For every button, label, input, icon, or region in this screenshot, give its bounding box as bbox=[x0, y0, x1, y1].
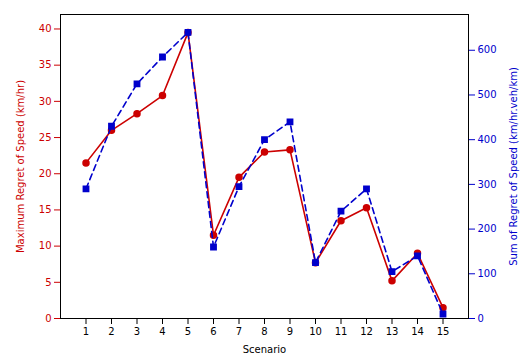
svg-text:2: 2 bbox=[108, 326, 114, 337]
svg-text:40: 40 bbox=[39, 23, 52, 34]
svg-text:7: 7 bbox=[236, 326, 242, 337]
svg-text:3: 3 bbox=[134, 326, 140, 337]
svg-text:25: 25 bbox=[39, 132, 52, 143]
svg-text:10: 10 bbox=[39, 240, 52, 251]
svg-text:30: 30 bbox=[39, 96, 52, 107]
svg-text:6: 6 bbox=[210, 326, 216, 337]
svg-text:35: 35 bbox=[39, 59, 52, 70]
svg-text:10: 10 bbox=[309, 326, 322, 337]
svg-text:200: 200 bbox=[478, 223, 497, 234]
svg-text:12: 12 bbox=[360, 326, 373, 337]
svg-text:8: 8 bbox=[261, 326, 267, 337]
svg-text:500: 500 bbox=[478, 89, 497, 100]
svg-text:15: 15 bbox=[39, 204, 52, 215]
svg-text:600: 600 bbox=[478, 44, 497, 55]
svg-text:Scenario: Scenario bbox=[243, 344, 286, 355]
svg-text:14: 14 bbox=[411, 326, 424, 337]
svg-text:13: 13 bbox=[386, 326, 399, 337]
svg-text:9: 9 bbox=[287, 326, 293, 337]
svg-text:Maximum Regret of Speed (km/hr: Maximum Regret of Speed (km/hr) bbox=[15, 80, 26, 253]
svg-text:1: 1 bbox=[83, 326, 89, 337]
svg-text:100: 100 bbox=[478, 268, 497, 279]
svg-text:15: 15 bbox=[437, 326, 450, 337]
svg-text:0: 0 bbox=[478, 313, 484, 324]
svg-text:11: 11 bbox=[335, 326, 348, 337]
svg-text:4: 4 bbox=[159, 326, 165, 337]
svg-text:Sum of Regret of Speed (km/hr.: Sum of Regret of Speed (km/hr.veh/km) bbox=[508, 67, 519, 266]
svg-text:5: 5 bbox=[45, 277, 51, 288]
svg-text:0: 0 bbox=[45, 313, 51, 324]
svg-text:400: 400 bbox=[478, 134, 497, 145]
svg-text:20: 20 bbox=[39, 168, 52, 179]
svg-text:300: 300 bbox=[478, 179, 497, 190]
svg-text:5: 5 bbox=[185, 326, 191, 337]
